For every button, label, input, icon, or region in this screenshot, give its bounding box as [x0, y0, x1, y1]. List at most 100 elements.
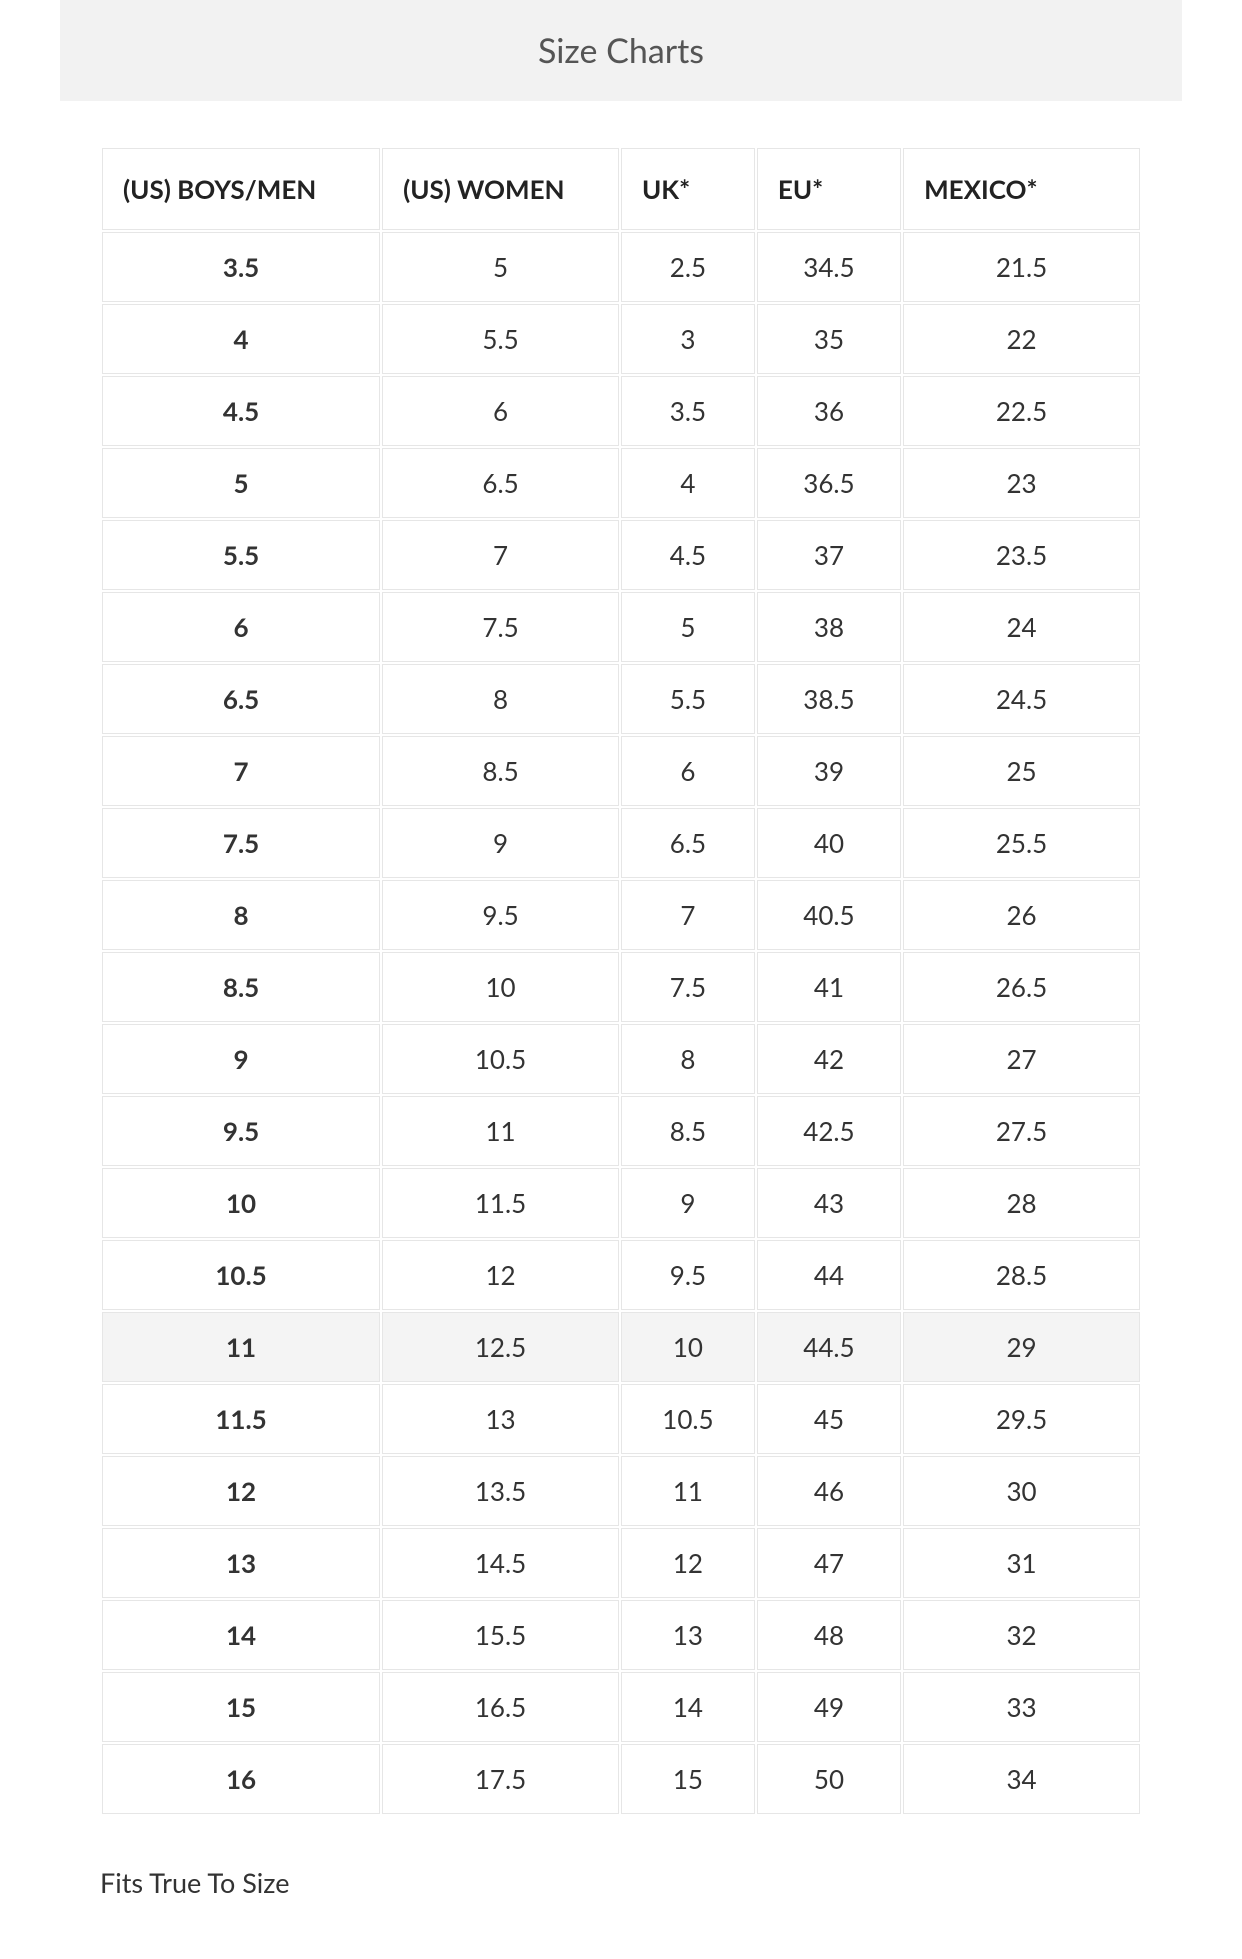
table-cell: 46	[757, 1456, 901, 1526]
table-row: 67.553824	[102, 592, 1140, 662]
table-cell: 6	[621, 736, 755, 806]
table-cell: 26	[903, 880, 1140, 950]
table-cell: 6	[102, 592, 380, 662]
table-cell: 25	[903, 736, 1140, 806]
table-cell: 34	[903, 1744, 1140, 1814]
table-cell: 24	[903, 592, 1140, 662]
table-cell: 15.5	[382, 1600, 619, 1670]
table-cell: 7.5	[102, 808, 380, 878]
table-cell: 11	[102, 1312, 380, 1382]
table-cell: 7	[382, 520, 619, 590]
table-cell: 15	[621, 1744, 755, 1814]
table-row: 7.596.54025.5	[102, 808, 1140, 878]
table-cell: 13	[621, 1600, 755, 1670]
table-row: 5.574.53723.5	[102, 520, 1140, 590]
table-cell: 3.5	[621, 376, 755, 446]
table-row: 3.552.534.521.5	[102, 232, 1140, 302]
table-cell: 48	[757, 1600, 901, 1670]
fit-note: Fits True To Size	[60, 1816, 1182, 1899]
col-header-us-boys-men: (US) BOYS/MEN	[102, 148, 380, 230]
table-cell: 5.5	[102, 520, 380, 590]
col-header-mexico: MEXICO*	[903, 148, 1140, 230]
table-cell: 25.5	[903, 808, 1140, 878]
table-cell: 33	[903, 1672, 1140, 1742]
table-cell: 6	[382, 376, 619, 446]
table-cell: 12	[382, 1240, 619, 1310]
table-cell: 8	[621, 1024, 755, 1094]
table-cell: 4.5	[102, 376, 380, 446]
table-row: 9.5118.542.527.5	[102, 1096, 1140, 1166]
table-row: 1213.5114630	[102, 1456, 1140, 1526]
table-row: 78.563925	[102, 736, 1140, 806]
size-table-container: (US) BOYS/MEN (US) WOMEN UK* EU* MEXICO*…	[60, 146, 1182, 1816]
table-cell: 4	[621, 448, 755, 518]
table-cell: 35	[757, 304, 901, 374]
table-cell: 9	[621, 1168, 755, 1238]
table-cell: 11	[382, 1096, 619, 1166]
table-cell: 9	[382, 808, 619, 878]
table-cell: 28	[903, 1168, 1140, 1238]
table-cell: 5	[102, 448, 380, 518]
table-cell: 6.5	[102, 664, 380, 734]
table-cell: 42	[757, 1024, 901, 1094]
table-cell: 23	[903, 448, 1140, 518]
table-row: 8.5107.54126.5	[102, 952, 1140, 1022]
table-cell: 43	[757, 1168, 901, 1238]
table-cell: 6.5	[621, 808, 755, 878]
size-chart-page: Size Charts (US) BOYS/MEN (US) WOMEN UK*…	[0, 0, 1242, 1959]
table-cell: 16	[102, 1744, 380, 1814]
table-cell: 10.5	[382, 1024, 619, 1094]
table-cell: 15	[102, 1672, 380, 1742]
table-cell: 10.5	[102, 1240, 380, 1310]
table-cell: 5.5	[621, 664, 755, 734]
table-cell: 7	[621, 880, 755, 950]
table-cell: 17.5	[382, 1744, 619, 1814]
table-cell: 45	[757, 1384, 901, 1454]
table-cell: 5	[382, 232, 619, 302]
table-cell: 39	[757, 736, 901, 806]
table-cell: 22.5	[903, 376, 1140, 446]
table-row: 1314.5124731	[102, 1528, 1140, 1598]
table-row: 1516.5144933	[102, 1672, 1140, 1742]
table-cell: 12	[102, 1456, 380, 1526]
col-header-us-women: (US) WOMEN	[382, 148, 619, 230]
table-cell: 9	[102, 1024, 380, 1094]
table-cell: 11.5	[382, 1168, 619, 1238]
table-cell: 5	[621, 592, 755, 662]
table-cell: 4.5	[621, 520, 755, 590]
table-cell: 49	[757, 1672, 901, 1742]
table-row: 10.5129.54428.5	[102, 1240, 1140, 1310]
table-cell: 16.5	[382, 1672, 619, 1742]
table-cell: 10	[621, 1312, 755, 1382]
table-cell: 47	[757, 1528, 901, 1598]
table-cell: 38	[757, 592, 901, 662]
table-cell: 10.5	[621, 1384, 755, 1454]
table-cell: 27.5	[903, 1096, 1140, 1166]
table-cell: 37	[757, 520, 901, 590]
table-cell: 30	[903, 1456, 1140, 1526]
table-row: 1011.594328	[102, 1168, 1140, 1238]
col-header-uk: UK*	[621, 148, 755, 230]
table-row: 1112.51044.529	[102, 1312, 1140, 1382]
table-cell: 24.5	[903, 664, 1140, 734]
table-cell: 28.5	[903, 1240, 1140, 1310]
table-cell: 9.5	[382, 880, 619, 950]
table-cell: 41	[757, 952, 901, 1022]
table-row: 910.584227	[102, 1024, 1140, 1094]
table-cell: 11	[621, 1456, 755, 1526]
table-cell: 31	[903, 1528, 1140, 1598]
table-row: 56.5436.523	[102, 448, 1140, 518]
table-cell: 7.5	[621, 952, 755, 1022]
table-cell: 13.5	[382, 1456, 619, 1526]
table-cell: 2.5	[621, 232, 755, 302]
table-row: 1415.5134832	[102, 1600, 1140, 1670]
table-cell: 9.5	[621, 1240, 755, 1310]
table-cell: 7	[102, 736, 380, 806]
table-cell: 6.5	[382, 448, 619, 518]
table-row: 11.51310.54529.5	[102, 1384, 1140, 1454]
table-cell: 22	[903, 304, 1140, 374]
table-row: 4.563.53622.5	[102, 376, 1140, 446]
table-cell: 38.5	[757, 664, 901, 734]
table-cell: 44.5	[757, 1312, 901, 1382]
table-cell: 3	[621, 304, 755, 374]
